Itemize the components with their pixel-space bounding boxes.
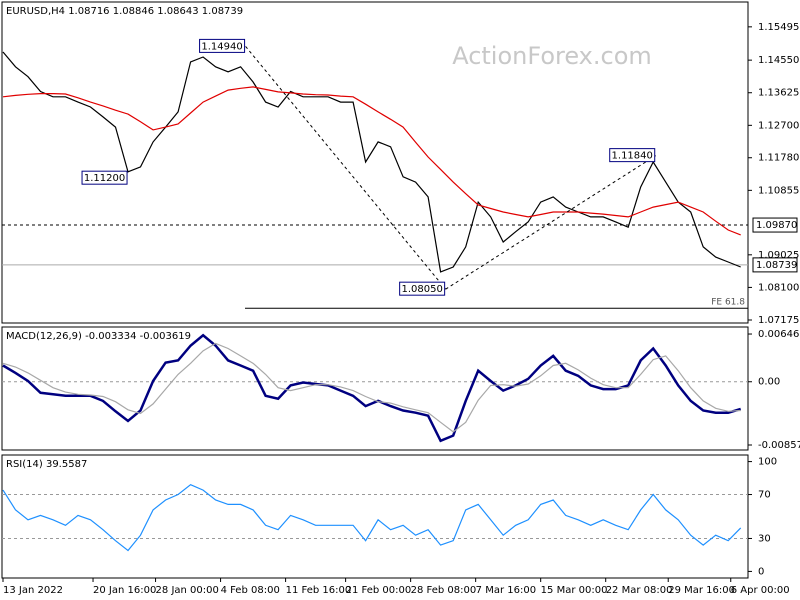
y-tick-label: 1.09025 [758, 250, 799, 261]
annotation-box [399, 281, 446, 296]
fe-label: FE 61.8 [711, 298, 745, 308]
watermark: ActionForex.com [452, 42, 652, 70]
y-tick-label: 1.15495 [758, 22, 799, 33]
annotation-box [609, 148, 656, 163]
x-tick-label: 11 Feb 16:00 [286, 585, 352, 596]
y-tick-label: 70 [758, 490, 771, 501]
y-tick-label: 0.00 [758, 377, 780, 388]
series-line [2, 86, 741, 236]
trend-line [245, 46, 447, 290]
series-line [2, 51, 741, 273]
panel-title: EURUSD,H4 1.08716 1.08846 1.08643 1.0873… [6, 6, 243, 17]
x-tick-label: 4 Feb 08:00 [221, 585, 280, 596]
y-tick-label: 30 [758, 533, 771, 544]
annotation-label: 1.14940 [201, 41, 242, 52]
annotation-label: 1.08050 [401, 284, 442, 295]
y-tick-label: 1.11780 [758, 153, 799, 164]
price-label-box [752, 257, 798, 273]
annotation-box [81, 170, 128, 185]
panel-frame [1, 454, 749, 579]
annotation-box [199, 38, 246, 53]
y-tick-label: 1.13625 [758, 88, 799, 99]
x-tick-label: 15 Mar 00:00 [541, 585, 608, 596]
series-line [2, 484, 742, 552]
series-line [2, 333, 742, 443]
x-tick-label: 13 Jan 2022 [3, 585, 63, 596]
price-label: 1.08739 [756, 260, 797, 271]
y-tick-label: 1.10855 [758, 185, 799, 196]
panel-frame [1, 326, 749, 451]
y-tick-label: 0.006468 [758, 329, 800, 340]
x-tick-label: 28 Jan 00:00 [156, 585, 219, 596]
x-tick-label: 22 Mar 08:00 [606, 585, 673, 596]
y-tick-label: 1.14550 [758, 55, 799, 66]
panel-title: MACD(12,26,9) -0.003334 -0.003619 [6, 331, 191, 342]
series-line [2, 342, 741, 433]
annotation-label: 1.11840 [612, 151, 653, 162]
y-tick-label: 100 [758, 457, 777, 468]
price-label: 1.09870 [756, 220, 797, 231]
x-tick-label: 28 Feb 08:00 [411, 585, 477, 596]
panel-title: RSI(14) 39.5587 [6, 459, 87, 470]
x-tick-label: 6 Apr 00:00 [731, 585, 790, 596]
y-tick-label: 1.12700 [758, 120, 799, 131]
x-tick-label: 29 Mar 16:00 [668, 585, 735, 596]
annotation-label: 1.11200 [84, 173, 125, 184]
y-tick-label: 1.07175 [758, 315, 799, 326]
x-tick-label: 7 Mar 16:00 [476, 585, 536, 596]
y-tick-label: 1.08100 [758, 282, 799, 293]
x-tick-label: 21 Feb 00:00 [346, 585, 412, 596]
x-tick-label: 20 Jan 16:00 [93, 585, 156, 596]
panel-frame [1, 1, 749, 324]
price-label-box [752, 217, 798, 233]
y-tick-label: -0.008573 [758, 440, 800, 451]
y-tick-label: 0 [758, 566, 764, 577]
